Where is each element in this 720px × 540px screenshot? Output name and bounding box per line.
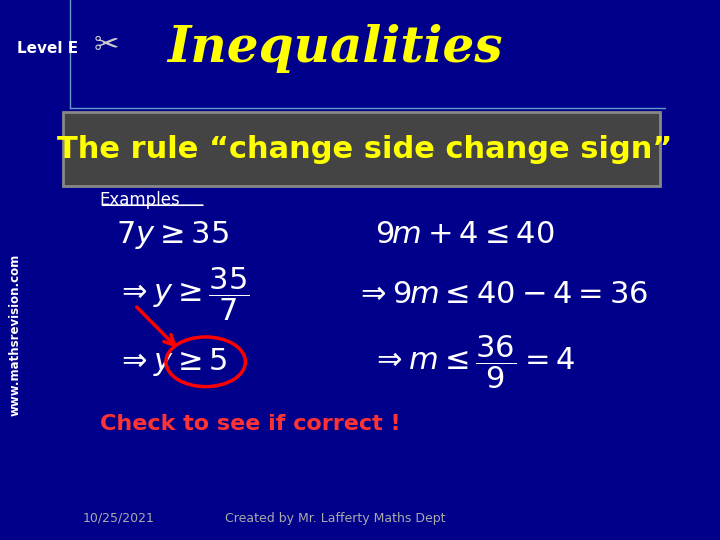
Text: $7y \geq 35$: $7y \geq 35$ [116,219,229,251]
Text: $\Rightarrow m \leq \dfrac{36}{9} = 4$: $\Rightarrow m \leq \dfrac{36}{9} = 4$ [372,333,576,390]
Text: ✂: ✂ [94,31,119,60]
Text: The rule “change side change sign”: The rule “change side change sign” [57,134,672,164]
Text: $\Rightarrow y \geq 5$: $\Rightarrow y \geq 5$ [116,346,228,378]
Text: Level E: Level E [17,41,78,56]
Text: 10/25/2021: 10/25/2021 [83,512,155,525]
Text: Inequalities: Inequalities [167,24,503,73]
Text: www.mathsrevision.com: www.mathsrevision.com [9,254,22,416]
Text: $\Rightarrow y \geq \dfrac{35}{7}$: $\Rightarrow y \geq \dfrac{35}{7}$ [116,266,250,323]
Text: $9m + 4 \leq 40$: $9m + 4 \leq 40$ [374,220,554,249]
Text: $\Rightarrow 9m \leq 40 - 4 = 36$: $\Rightarrow 9m \leq 40 - 4 = 36$ [355,280,648,309]
Text: Created by Mr. Lafferty Maths Dept: Created by Mr. Lafferty Maths Dept [225,512,445,525]
Text: Check to see if correct !: Check to see if correct ! [99,414,400,434]
Text: Examples: Examples [99,191,181,209]
FancyBboxPatch shape [63,112,660,186]
